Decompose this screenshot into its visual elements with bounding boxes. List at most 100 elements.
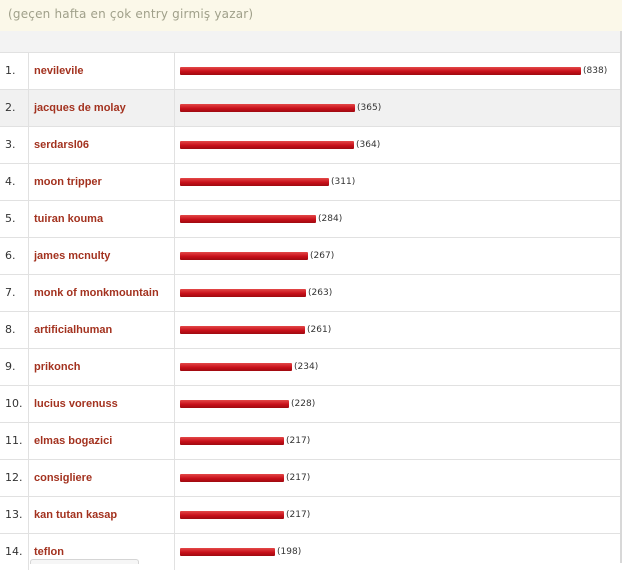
table-row: 9. prikonch (234) <box>0 348 622 385</box>
table-row: 7. monk of monkmountain (263) <box>0 274 622 311</box>
column-divider <box>28 312 29 348</box>
entry-count-bar <box>180 437 284 445</box>
entry-count-label: (838) <box>583 66 608 76</box>
table-row: 3. serdarsl06 (364) <box>0 126 622 163</box>
table-row: 5. tuiran kouma (284) <box>0 200 622 237</box>
entry-count-label: (284) <box>318 214 343 224</box>
entry-count-label: (234) <box>294 362 319 372</box>
author-link[interactable]: lucius vorenuss <box>34 398 118 410</box>
entry-count-label: (311) <box>331 177 356 187</box>
column-divider <box>28 423 29 459</box>
rank-number: 7. <box>5 286 16 299</box>
column-divider <box>174 127 175 163</box>
table-row: 2. jacques de molay (365) <box>0 89 622 126</box>
column-divider <box>28 127 29 163</box>
caption-bar: (geçen hafta en çok entry girmiş yazar) <box>0 0 622 31</box>
entry-count-label: (364) <box>356 140 381 150</box>
entry-count-label: (267) <box>310 251 335 261</box>
entry-count-label: (217) <box>286 510 311 520</box>
table-row: 13. kan tutan kasap (217) <box>0 496 622 533</box>
author-link[interactable]: teflon <box>34 546 64 558</box>
rank-number: 1. <box>5 64 16 77</box>
table-row: 10. lucius vorenuss (228) <box>0 385 622 422</box>
entry-count-bar <box>180 67 581 75</box>
column-divider <box>28 238 29 274</box>
rank-number: 13. <box>5 508 23 521</box>
entry-count-label: (217) <box>286 473 311 483</box>
entry-count-bar <box>180 363 292 371</box>
rank-number: 5. <box>5 212 16 225</box>
rank-number: 2. <box>5 101 16 114</box>
entry-count-label: (217) <box>286 436 311 446</box>
rank-number: 12. <box>5 471 23 484</box>
author-link[interactable]: kan tutan kasap <box>34 509 118 521</box>
entry-count-label: (198) <box>277 547 302 557</box>
entry-count-label: (261) <box>307 325 332 335</box>
entry-count-bar <box>180 141 354 149</box>
column-divider <box>174 460 175 496</box>
author-link[interactable]: tuiran kouma <box>34 213 104 225</box>
author-link[interactable]: nevilevile <box>34 65 84 77</box>
column-divider <box>174 201 175 237</box>
author-link[interactable]: monk of monkmountain <box>34 287 159 299</box>
rank-number: 9. <box>5 360 16 373</box>
entry-count-label: (228) <box>291 399 316 409</box>
column-divider <box>28 460 29 496</box>
column-divider <box>28 275 29 311</box>
column-divider <box>174 497 175 533</box>
entry-count-bar <box>180 104 355 112</box>
author-link[interactable]: james mcnulty <box>34 250 111 262</box>
entry-count-bar <box>180 178 329 186</box>
author-link[interactable]: prikonch <box>34 361 81 373</box>
popup-edge <box>30 559 139 564</box>
entry-count-bar <box>180 400 289 408</box>
entry-count-label: (365) <box>357 103 382 113</box>
column-divider <box>174 90 175 126</box>
entry-count-bar <box>180 474 284 482</box>
author-link[interactable]: artificialhuman <box>34 324 113 336</box>
caption-text: (geçen hafta en çok entry girmiş yazar) <box>8 7 254 21</box>
column-divider <box>174 53 175 89</box>
ranking-table: 1. nevilevile (838) 2. jacques de molay (365)… <box>0 52 622 570</box>
rank-number: 11. <box>5 434 23 447</box>
entry-count-label: (263) <box>308 288 333 298</box>
table-row: 6. james mcnulty (267) <box>0 237 622 274</box>
rank-number: 3. <box>5 138 16 151</box>
column-divider <box>28 164 29 200</box>
column-divider <box>174 238 175 274</box>
table-row: 8. artificialhuman (261) <box>0 311 622 348</box>
table-row: 1. nevilevile (838) <box>0 52 622 89</box>
rank-number: 10. <box>5 397 23 410</box>
author-link[interactable]: elmas bogazici <box>34 435 113 447</box>
column-divider <box>28 497 29 533</box>
column-divider <box>174 423 175 459</box>
column-divider <box>174 534 175 570</box>
column-divider <box>174 275 175 311</box>
entry-count-bar <box>180 511 284 519</box>
rank-number: 14. <box>5 545 23 558</box>
rank-number: 6. <box>5 249 16 262</box>
column-divider <box>28 90 29 126</box>
author-link[interactable]: moon tripper <box>34 176 102 188</box>
column-divider <box>28 534 29 570</box>
column-divider <box>28 349 29 385</box>
author-link[interactable]: serdarsl06 <box>34 139 90 151</box>
author-link[interactable]: consigliere <box>34 472 93 484</box>
rank-number: 4. <box>5 175 16 188</box>
entry-count-bar <box>180 252 308 260</box>
scrollbar-edge <box>620 31 622 563</box>
author-link[interactable]: jacques de molay <box>34 102 126 114</box>
entry-count-bar <box>180 289 306 297</box>
entry-count-bar <box>180 548 275 556</box>
table-row: 4. moon tripper (311) <box>0 163 622 200</box>
column-divider <box>28 53 29 89</box>
table-row: 11. elmas bogazici (217) <box>0 422 622 459</box>
column-divider <box>174 312 175 348</box>
entry-count-bar <box>180 326 305 334</box>
column-divider <box>28 201 29 237</box>
column-divider <box>174 164 175 200</box>
entry-count-bar <box>180 215 316 223</box>
column-divider <box>174 349 175 385</box>
column-divider <box>174 386 175 422</box>
rank-number: 8. <box>5 323 16 336</box>
